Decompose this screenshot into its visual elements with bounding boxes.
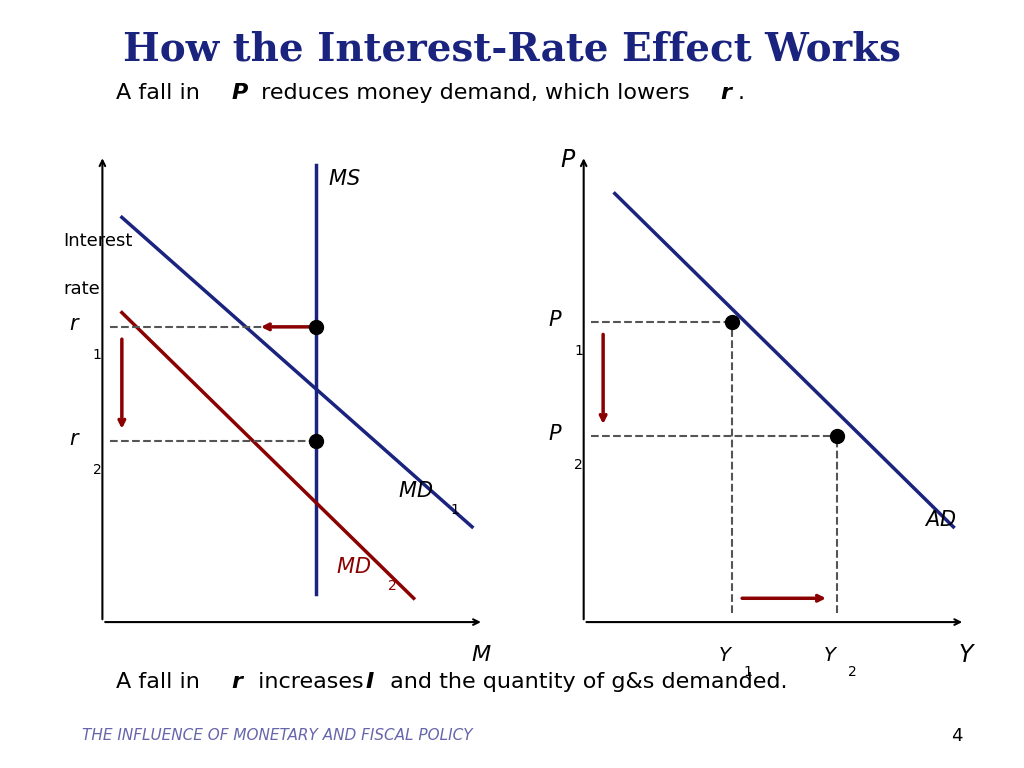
Text: $AD$: $AD$ — [924, 510, 956, 530]
Text: $P$: $P$ — [560, 148, 577, 172]
Text: reduces money demand, which lowers: reduces money demand, which lowers — [254, 83, 696, 103]
Text: $Y$: $Y$ — [823, 646, 839, 665]
Text: $MD$: $MD$ — [336, 558, 371, 578]
Text: I: I — [366, 672, 374, 692]
Text: $r$: $r$ — [70, 429, 81, 449]
Text: A fall in: A fall in — [117, 672, 207, 692]
Text: 2: 2 — [848, 665, 857, 679]
Text: $P$: $P$ — [548, 424, 562, 444]
Text: How the Interest-Rate Effect Works: How the Interest-Rate Effect Works — [123, 31, 901, 69]
Text: Interest: Interest — [63, 232, 133, 250]
Text: and the quantity of g&s demanded.: and the quantity of g&s demanded. — [383, 672, 787, 692]
Text: 1: 1 — [573, 343, 583, 358]
Text: 2: 2 — [92, 462, 101, 477]
Text: THE INFLUENCE OF MONETARY AND FISCAL POLICY: THE INFLUENCE OF MONETARY AND FISCAL POL… — [82, 728, 472, 743]
Text: rate: rate — [63, 280, 100, 298]
Text: $Y$: $Y$ — [718, 646, 733, 665]
Text: .: . — [737, 83, 744, 103]
Text: 1: 1 — [92, 349, 101, 362]
Text: 4: 4 — [951, 727, 963, 745]
Text: $r$: $r$ — [70, 314, 81, 335]
Text: r: r — [720, 83, 731, 103]
Text: r: r — [231, 672, 243, 692]
Text: 2: 2 — [573, 458, 583, 472]
Text: $Y$: $Y$ — [958, 644, 976, 667]
Text: $P$: $P$ — [548, 310, 562, 329]
Text: $M$: $M$ — [471, 645, 493, 665]
Text: 1: 1 — [451, 503, 460, 517]
Text: $MD$: $MD$ — [398, 481, 433, 502]
Text: 2: 2 — [388, 579, 397, 594]
Text: $MS$: $MS$ — [328, 169, 360, 189]
Text: increases: increases — [251, 672, 371, 692]
Text: A fall in: A fall in — [117, 83, 207, 103]
Text: P: P — [231, 83, 248, 103]
Text: 1: 1 — [743, 665, 752, 679]
